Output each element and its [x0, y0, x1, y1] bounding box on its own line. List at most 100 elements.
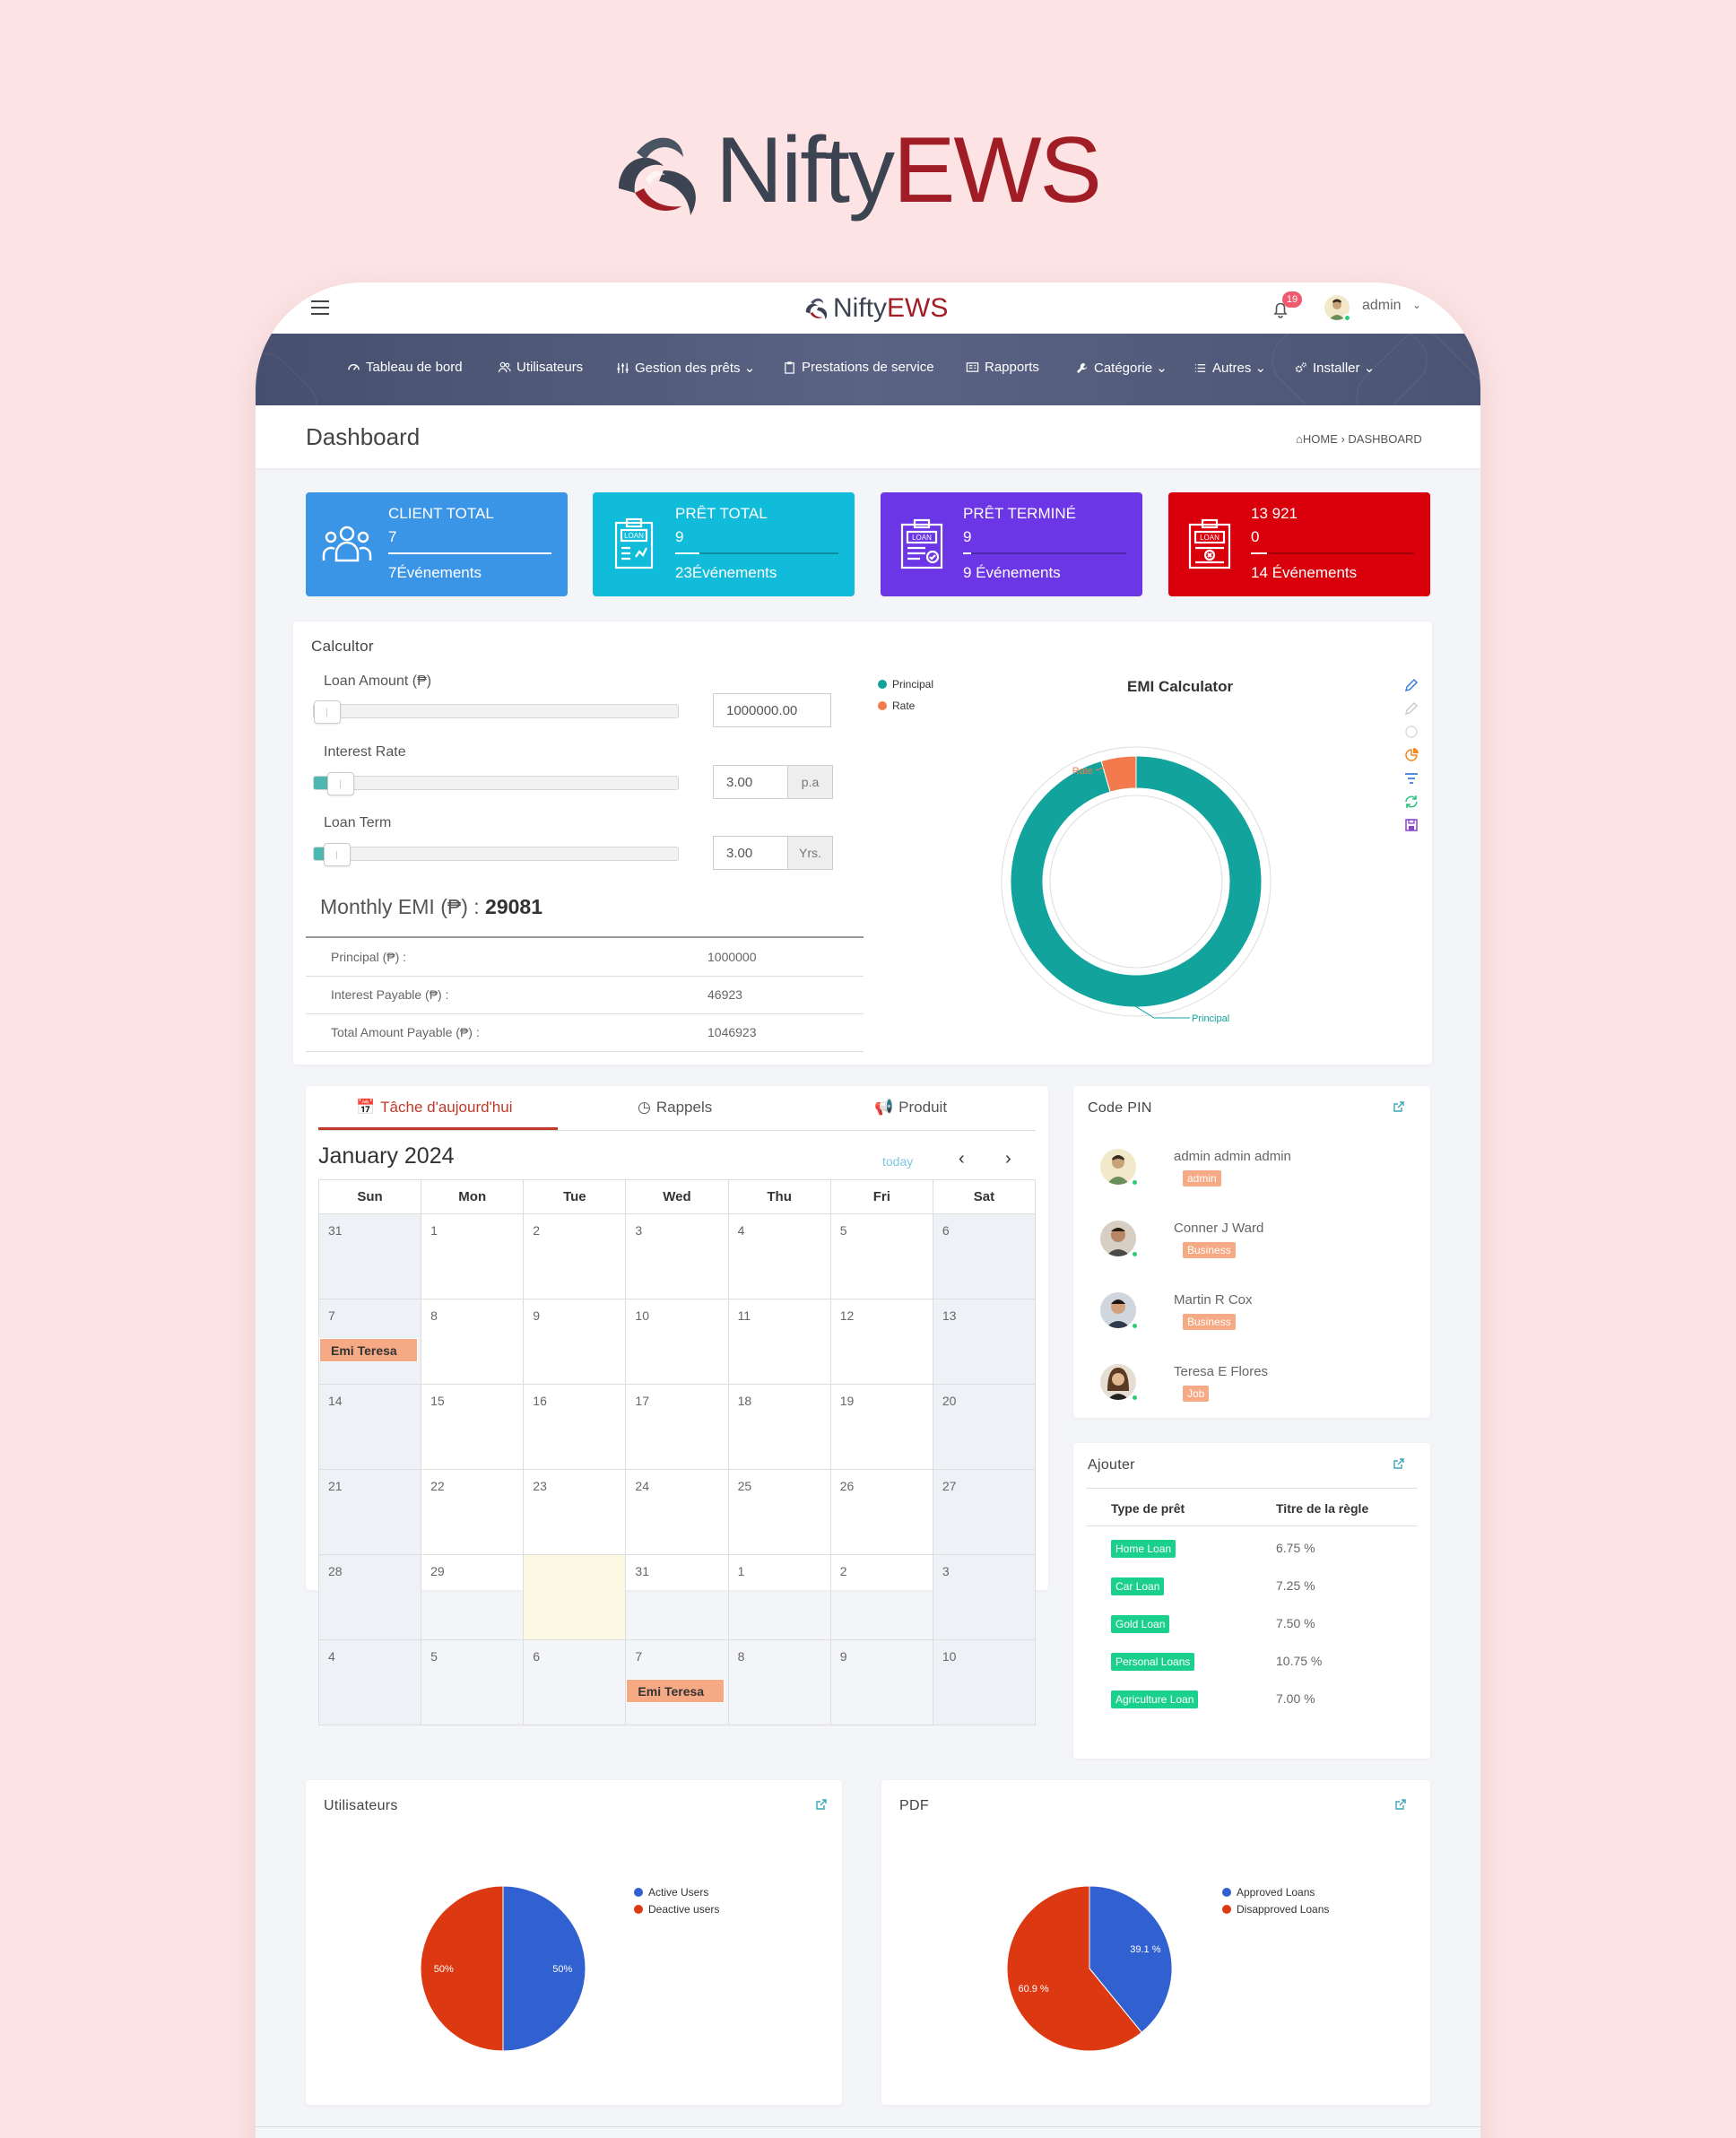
calendar-event[interactable]: Emi Teresa [319, 1338, 418, 1362]
chevron-down-icon[interactable]: ⌄ [1412, 299, 1422, 311]
calendar-day-cell[interactable]: 24 [625, 1469, 729, 1555]
calendar-day-cell[interactable]: 11 [727, 1299, 831, 1385]
calendar-day-cell[interactable]: 9 [829, 1639, 933, 1725]
calendar-day-cell[interactable]: 13 [932, 1299, 1037, 1385]
donut-slice-rate[interactable] [1100, 755, 1137, 793]
donut-slice-principal[interactable] [1010, 755, 1263, 1008]
calendar-day-cell[interactable]: 28 [317, 1554, 422, 1640]
calendar-day-cell[interactable]: 20 [932, 1384, 1037, 1470]
calendar-day-cell[interactable]: 30 [523, 1554, 627, 1640]
calendar-day-cell[interactable]: 2 [523, 1213, 627, 1299]
legend-item-deactive-users[interactable]: Deactive users [634, 1903, 719, 1916]
refresh-icon[interactable] [1403, 794, 1419, 810]
calendar-day-cell[interactable]: 22 [421, 1469, 525, 1555]
pin-person[interactable]: Martin R Cox Business [1100, 1292, 1423, 1346]
calendar-day-cell[interactable]: 7 Emi Teresa [317, 1299, 422, 1385]
calendar-day-cell[interactable]: 14 [317, 1384, 422, 1470]
calendar-day-cell[interactable]: 1 [421, 1213, 525, 1299]
stat-card-other[interactable]: LOAN 13 921 0 14 Événements [1168, 492, 1430, 596]
nav-item-others[interactable]: Autres ⌄ [1194, 360, 1266, 376]
prev-month-icon[interactable]: ‹ [959, 1149, 965, 1169]
header-logo[interactable]: NiftyEWS [803, 291, 948, 326]
external-link-icon[interactable] [1393, 1100, 1405, 1113]
calendar-day-cell[interactable]: 8 [727, 1639, 831, 1725]
calendar-day-cell[interactable]: 1 [727, 1554, 831, 1640]
stat-card-completed[interactable]: LOAN PRÊT TERMINÉ 9 9 Événements [881, 492, 1142, 596]
today-button[interactable]: today [882, 1154, 914, 1169]
filter-icon[interactable] [1403, 770, 1419, 787]
pie-slice-disapproved-loans[interactable] [1006, 1885, 1142, 2052]
external-link-icon[interactable] [815, 1798, 828, 1811]
calendar-day-cell[interactable]: 15 [421, 1384, 525, 1470]
hamburger-menu-icon[interactable] [311, 300, 329, 315]
calendar-day-cell[interactable]: 6 [932, 1213, 1037, 1299]
calendar-day-cell[interactable]: 10 [932, 1639, 1037, 1725]
calendar-day-cell[interactable]: 4 [317, 1639, 422, 1725]
calendar-day-cell[interactable]: 29 [421, 1554, 525, 1640]
external-link-icon[interactable] [1394, 1798, 1407, 1811]
edit-pencil-icon[interactable] [1403, 677, 1419, 693]
external-link-icon[interactable] [1393, 1457, 1405, 1470]
slider-handle[interactable] [327, 772, 355, 795]
next-month-icon[interactable]: › [1005, 1149, 1011, 1169]
save-icon[interactable] [1403, 817, 1419, 833]
interest-rate-input[interactable]: 3.00 [713, 765, 788, 799]
calendar-day-cell[interactable]: 16 [523, 1384, 627, 1470]
calendar-day-cell[interactable]: 5 [421, 1639, 525, 1725]
slider-handle[interactable] [314, 700, 341, 724]
calendar-day-cell[interactable]: 27 [932, 1469, 1037, 1555]
calendar-day-cell[interactable]: 3 [932, 1554, 1037, 1640]
stat-card-clients[interactable]: CLIENT TOTAL 7 7Événements [306, 492, 568, 596]
pin-person[interactable]: Conner J Ward Business [1100, 1221, 1423, 1274]
pie-slice-deactive-users[interactable] [420, 1885, 504, 2052]
calendar-day-cell[interactable]: 21 [317, 1469, 422, 1555]
legend-item-principal[interactable]: Principal [878, 678, 933, 691]
pin-person[interactable]: Teresa E Flores Job [1100, 1364, 1423, 1418]
calendar-day-cell[interactable]: 6 [523, 1639, 627, 1725]
calendar-day-cell[interactable]: 25 [727, 1469, 831, 1555]
calendar-day-cell[interactable]: 17 [625, 1384, 729, 1470]
user-name[interactable]: admin [1362, 298, 1402, 313]
nav-item-dashboard[interactable]: Tableau de bord [347, 360, 463, 375]
legend-item-disapproved-loans[interactable]: Disapproved Loans [1222, 1903, 1329, 1916]
brush-icon[interactable] [1403, 700, 1419, 717]
stat-card-loans[interactable]: LOAN PRÊT TOTAL 9 23Événements [593, 492, 855, 596]
user-avatar[interactable] [1324, 295, 1350, 320]
calendar-day-cell[interactable]: 31 [625, 1554, 729, 1640]
calendar-day-cell[interactable]: 2 [829, 1554, 933, 1640]
nav-item-category[interactable]: Catégorie ⌄ [1075, 360, 1167, 376]
pie-chart-icon[interactable] [1403, 747, 1419, 763]
loan-term-input[interactable]: 3.00 [713, 836, 788, 870]
calendar-day-cell[interactable]: 5 [829, 1213, 933, 1299]
notification-bell-icon[interactable] [1269, 299, 1292, 320]
loan-term-slider[interactable] [313, 843, 679, 866]
nav-item-install[interactable]: Installer ⌄ [1294, 360, 1375, 376]
erase-icon[interactable] [1403, 724, 1419, 740]
loan-amount-input[interactable]: 1000000.00 [713, 693, 831, 727]
calendar-day-cell[interactable]: 8 [421, 1299, 525, 1385]
breadcrumb[interactable]: ⌂HOME › DASHBOARD [1296, 432, 1422, 446]
pie-slice-approved-loans[interactable] [1089, 1885, 1173, 2033]
tab-today-tasks[interactable]: 📅 Tâche d'aujourd'hui [356, 1099, 513, 1117]
calendar-event[interactable]: Emi Teresa [626, 1679, 725, 1703]
calendar-day-cell[interactable]: 9 [523, 1299, 627, 1385]
calendar-day-cell[interactable]: 31 [317, 1213, 422, 1299]
legend-item-rate[interactable]: Rate [878, 700, 915, 712]
calendar-day-cell[interactable]: 19 [829, 1384, 933, 1470]
interest-rate-slider[interactable] [313, 772, 679, 795]
tab-reminders[interactable]: ◷ Rappels [638, 1099, 712, 1117]
pin-person[interactable]: admin admin admin admin [1100, 1149, 1423, 1203]
pie-slice-active-users[interactable] [502, 1885, 586, 2052]
calendar-day-cell[interactable]: 23 [523, 1469, 627, 1555]
nav-item-loans[interactable]: Gestion des prêts ⌄ [616, 360, 755, 376]
slider-handle[interactable] [324, 843, 352, 866]
calendar-day-cell[interactable]: 26 [829, 1469, 933, 1555]
legend-item-active-users[interactable]: Active Users [634, 1886, 708, 1899]
tab-product[interactable]: 📢 Produit [874, 1099, 947, 1117]
calendar-day-cell[interactable]: 7 Emi Teresa [625, 1639, 729, 1725]
nav-item-reports[interactable]: Rapports [966, 360, 1039, 375]
calendar-day-cell[interactable]: 10 [625, 1299, 729, 1385]
calendar-day-cell[interactable]: 12 [829, 1299, 933, 1385]
calendar-day-cell[interactable]: 18 [727, 1384, 831, 1470]
legend-item-approved-loans[interactable]: Approved Loans [1222, 1886, 1315, 1899]
